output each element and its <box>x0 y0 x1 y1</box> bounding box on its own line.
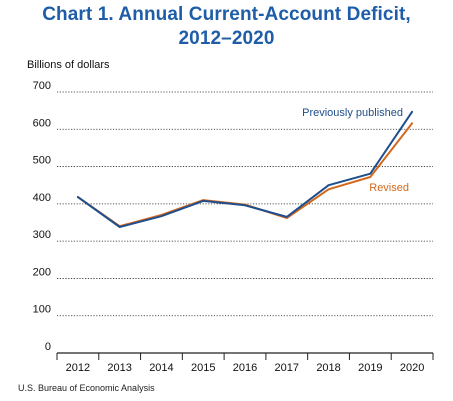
chart-title-line-2: 2012–2020 <box>178 28 275 49</box>
series-line-previously-published <box>76 110 414 228</box>
x-tick-label: 2020 <box>400 362 424 374</box>
y-tick-label: 0 <box>45 341 51 353</box>
y-tick-label: 700 <box>33 80 51 92</box>
x-tick-label: 2017 <box>275 362 299 374</box>
chart-title-line-1: Chart 1. Annual Current-Account Deficit, <box>42 4 411 25</box>
y-tick-label: 100 <box>33 304 51 316</box>
x-tick-label: 2018 <box>316 362 340 374</box>
x-tick-label: 2013 <box>107 362 131 374</box>
legend-previously-published: Previously published <box>302 107 403 119</box>
y-tick-label: 600 <box>33 117 51 129</box>
y-tick-label: 400 <box>33 192 51 204</box>
y-axis-unit-label: Billions of dollars <box>27 59 110 71</box>
chart-title: Chart 1. Annual Current-Account Deficit,… <box>0 3 453 51</box>
x-tick-label: 2014 <box>149 362 173 374</box>
x-tick-label: 2016 <box>233 362 257 374</box>
y-tick-label: 300 <box>33 229 51 241</box>
x-tick-label: 2015 <box>191 362 215 374</box>
source-note: U.S. Bureau of Economic Analysis <box>18 383 155 393</box>
series-line-revised <box>76 122 414 228</box>
x-tick-label: 2019 <box>358 362 382 374</box>
legend-revised: Revised <box>369 182 409 194</box>
y-tick-label: 200 <box>33 266 51 278</box>
x-tick-label: 2012 <box>66 362 90 374</box>
y-tick-label: 500 <box>33 155 51 167</box>
